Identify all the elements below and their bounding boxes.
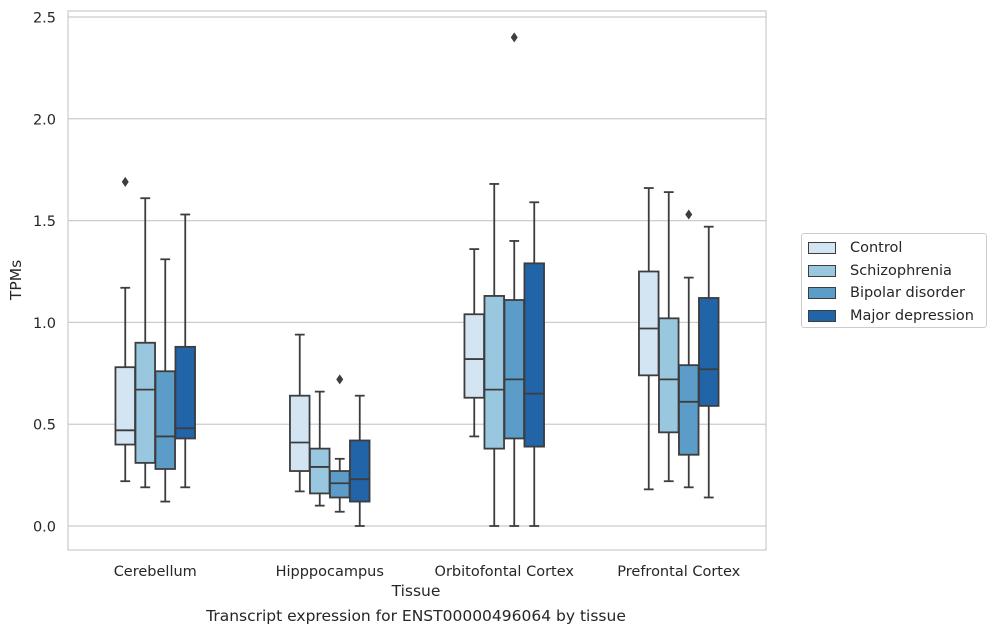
- box-plot: [349, 394, 371, 527]
- legend: Control Schizophrenia Bipolar disorder M…: [801, 233, 987, 328]
- y-tick-label: 2.5: [33, 11, 56, 27]
- legend-label-control: Control: [850, 240, 903, 257]
- box-plot: [134, 197, 156, 489]
- legend-item-bipolar-disorder: Bipolar disorder: [808, 282, 986, 305]
- box-iqr: [329, 470, 351, 499]
- legend-item-schizophrenia: Schizophrenia: [808, 260, 986, 283]
- box-iqr: [698, 297, 720, 407]
- x-tick-label: Hipppocampus: [276, 564, 384, 580]
- y-tick-labels: 0.0 0.5 1.0 1.5 2.0 2.5: [33, 11, 56, 536]
- x-tick-label: Cerebellum: [114, 564, 197, 580]
- box-iqr: [463, 313, 485, 399]
- x-tick-label: Orbitofontal Cortex: [435, 564, 575, 580]
- box-plot: [329, 374, 351, 513]
- y-tick-label: 0.0: [33, 520, 56, 536]
- box-plot: [463, 248, 485, 438]
- outlier-point: [510, 32, 518, 43]
- legend-swatch-bipolar-disorder: [808, 287, 836, 300]
- y-tick-label: 2.0: [33, 112, 56, 128]
- box-iqr: [658, 317, 680, 434]
- legend-item-control: Control: [808, 237, 986, 260]
- legend-label-bipolar-disorder: Bipolar disorder: [850, 285, 965, 302]
- legend-label-schizophrenia: Schizophrenia: [850, 262, 952, 279]
- box-iqr: [309, 447, 331, 495]
- box-iqr: [503, 299, 525, 440]
- x-tick-label: Prefrontal Cortex: [617, 564, 740, 580]
- box-plot: [523, 201, 545, 527]
- box-iqr: [483, 295, 505, 450]
- box-plot: [483, 183, 505, 527]
- box-plot: [174, 213, 196, 489]
- outlier-point: [121, 176, 129, 187]
- box-plot: [154, 258, 176, 503]
- box-iqr: [114, 366, 136, 446]
- y-axis-label: TPMs: [7, 260, 25, 301]
- legend-swatch-major-depression: [808, 309, 836, 322]
- box-iqr: [523, 262, 545, 448]
- box-plot: [698, 225, 720, 499]
- chart-caption: Transcript expression for ENST0000049606…: [206, 607, 626, 625]
- y-tick-label: 1.0: [33, 316, 56, 332]
- box-plot: [289, 333, 311, 493]
- box-iqr: [174, 345, 196, 440]
- box-iqr: [638, 270, 660, 377]
- box-plot: [638, 187, 660, 491]
- y-tick-label: 1.5: [33, 214, 56, 230]
- legend-swatch-control: [808, 242, 836, 255]
- box-plot: [658, 191, 680, 483]
- box-layer: [114, 32, 720, 527]
- box-plot: [114, 176, 136, 483]
- x-tick-labels: Cerebellum Hipppocampus Orbitofontal Corte…: [114, 564, 741, 580]
- box-iqr: [154, 370, 176, 470]
- box-iqr: [289, 394, 311, 472]
- outlier-point: [336, 374, 344, 385]
- legend-item-major-depression: Major depression: [808, 305, 986, 328]
- legend-swatch-schizophrenia: [808, 264, 836, 277]
- box-plot: [503, 32, 525, 527]
- y-tick-label: 0.5: [33, 418, 56, 434]
- legend-label-major-depression: Major depression: [850, 307, 974, 324]
- box-iqr: [678, 364, 700, 456]
- box-plot: [678, 209, 700, 489]
- x-axis-label: Tissue: [391, 582, 441, 600]
- box-iqr: [349, 439, 371, 503]
- box-iqr: [134, 341, 156, 464]
- outlier-point: [685, 209, 693, 220]
